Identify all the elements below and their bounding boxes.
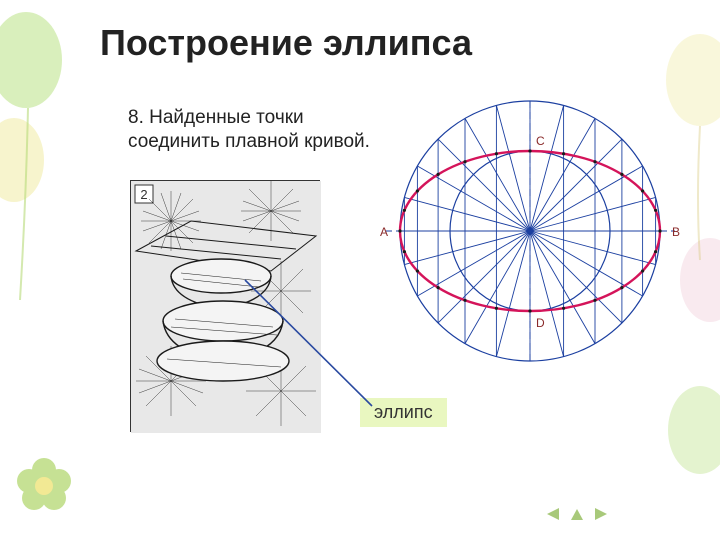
triangle-left-icon — [545, 507, 561, 521]
triangle-up-icon — [569, 507, 585, 521]
caption-ellipse: эллипс — [360, 398, 447, 427]
illustration-badge: 2 — [140, 187, 147, 202]
axis-label-c: C — [536, 134, 545, 148]
triangle-right-icon — [593, 507, 609, 521]
illustration-still-life: 2 — [130, 180, 320, 432]
slide-title: Построение эллипса — [100, 22, 472, 64]
nav-buttons — [544, 506, 610, 522]
ellipse-construction-diagram: A B C D — [380, 96, 680, 366]
step-body: Найденные точки соединить плавной кривой… — [128, 107, 370, 152]
axis-label-a: A — [380, 225, 388, 239]
axis-label-b: B — [672, 225, 680, 239]
nav-prev-button[interactable] — [544, 506, 562, 522]
nav-next-button[interactable] — [592, 506, 610, 522]
step-text: 8. Найденные точки соединить плавной кри… — [128, 106, 388, 154]
axis-label-d: D — [536, 316, 545, 330]
nav-home-button[interactable] — [568, 506, 586, 522]
step-number: 8. — [128, 107, 144, 128]
